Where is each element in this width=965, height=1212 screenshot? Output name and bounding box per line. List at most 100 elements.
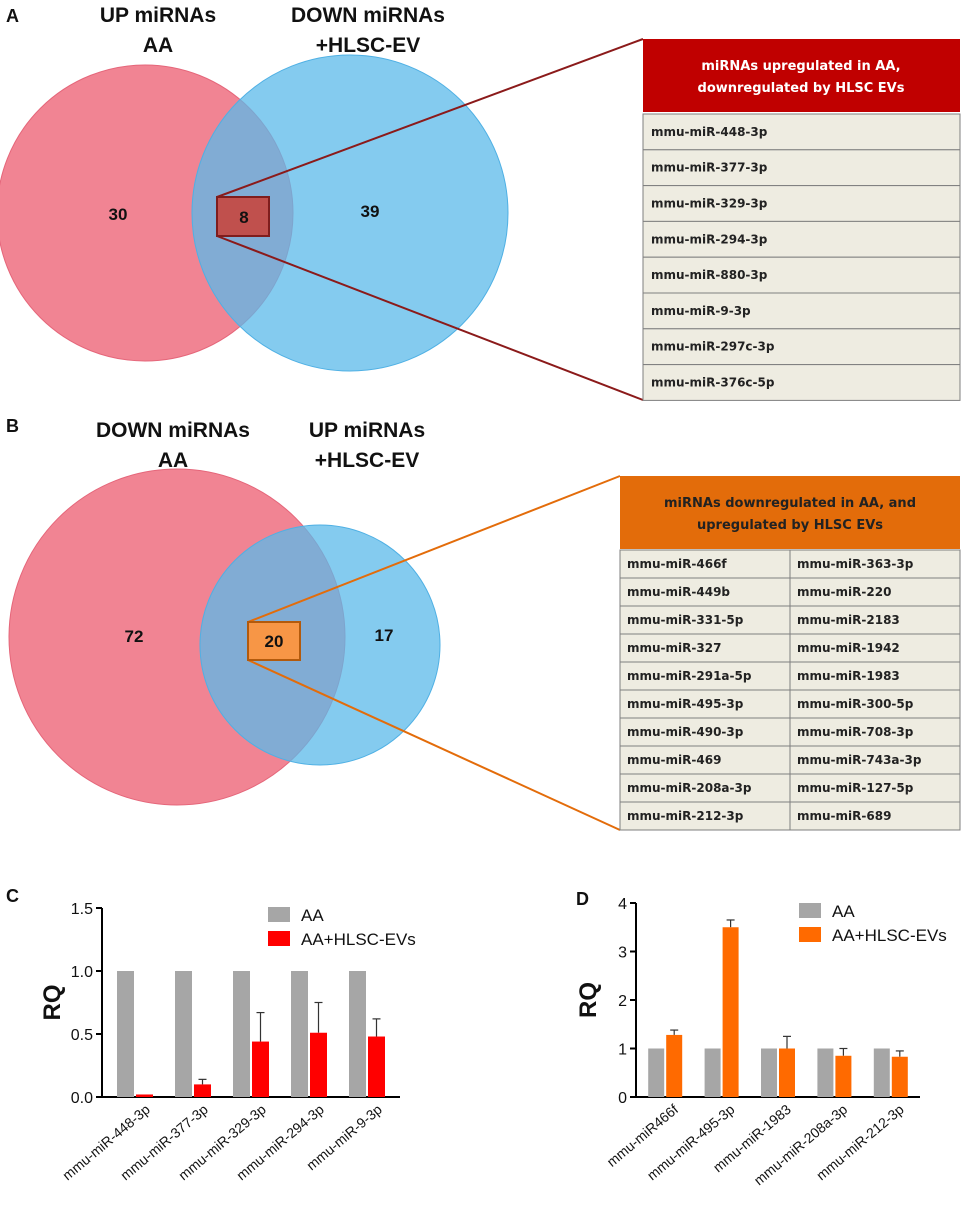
legend-swatch <box>799 927 821 942</box>
table-a-cell: mmu-miR-377-3p <box>651 161 768 175</box>
venn-a-right-circle <box>191 54 509 372</box>
table-a-row <box>642 185 961 222</box>
table-a-body: mmu-miR-448-3p mmu-miR-377-3p mmu-miR-329-… <box>642 113 961 401</box>
venn-a-overlap-box <box>216 196 270 237</box>
table-a-row <box>642 149 961 187</box>
venn-a-connector-bottom <box>216 235 644 401</box>
y-tick-label: 0.5 <box>71 1027 93 1044</box>
table-b-cell-right: mmu-miR-363-3p <box>797 557 914 571</box>
y-tick-label: 1.0 <box>71 964 93 981</box>
table-b-row-right <box>789 549 961 579</box>
bar <box>117 971 134 1097</box>
table-b-row-right <box>789 605 961 635</box>
table-a-title-2: downregulated by HLSC EVs <box>698 81 905 96</box>
table-b-row-left <box>619 661 791 691</box>
table-b-cell-right: mmu-miR-220 <box>797 585 891 599</box>
bar <box>252 1041 269 1097</box>
venn-b-right-title-2: +HLSC-EV <box>315 449 419 472</box>
legend-label: AA <box>301 906 324 925</box>
bar <box>835 1055 852 1097</box>
table-a-cell: mmu-miR-448-3p <box>651 125 768 139</box>
venn-a-left-count: 30 <box>109 205 128 224</box>
venn-a-left-title-2: AA <box>143 34 173 57</box>
table-a-cell: mmu-miR-297c-3p <box>651 340 775 354</box>
table-b-cell-right: mmu-miR-2183 <box>797 613 900 627</box>
table-b-cell-left: mmu-miR-495-3p <box>627 697 744 711</box>
table-b-row-right <box>789 689 961 719</box>
bar <box>666 1034 683 1097</box>
legend-label: AA+HLSC-EVs <box>301 930 416 949</box>
table-b-cell-left: mmu-miR-208a-3p <box>627 781 752 795</box>
venn-b-left-title-2: AA <box>158 449 188 472</box>
y-tick-label: 4 <box>618 896 627 913</box>
table-b-row-left <box>619 745 791 775</box>
bar <box>291 971 308 1097</box>
table-b-cell-left: mmu-miR-331-5p <box>627 613 744 627</box>
table-b-cell-right: mmu-miR-708-3p <box>797 725 914 739</box>
table-b-row-right <box>789 801 961 831</box>
table-b-cell-left: mmu-miR-449b <box>627 585 730 599</box>
table-b-row-left <box>619 633 791 663</box>
legend-swatch <box>799 903 821 918</box>
table-a-row <box>642 328 961 366</box>
chart-d: 01234RQmmu-miR466fmmu-miR-495-3pmmu-miR-… <box>575 896 947 1188</box>
y-tick-label: 0.0 <box>71 1090 93 1107</box>
bar <box>175 971 192 1097</box>
table-a-header <box>643 39 960 112</box>
table-b-row-left <box>619 577 791 607</box>
y-tick-label: 1.5 <box>71 901 93 918</box>
table-b-cell-left: mmu-miR-469 <box>627 753 721 767</box>
bar <box>233 971 250 1097</box>
bar <box>349 971 366 1097</box>
table-b-cell-left: mmu-miR-291a-5p <box>627 669 752 683</box>
table-b-row-right <box>789 717 961 747</box>
legend-label: AA <box>832 902 855 921</box>
x-tick-label: mmu-miR-208a-3p <box>751 1101 851 1188</box>
venn-a-right-count: 39 <box>361 202 380 221</box>
y-tick-label: 3 <box>618 945 627 962</box>
panel-label-c: C <box>6 886 19 906</box>
bar <box>136 1094 153 1097</box>
venn-b-overlap-count: 20 <box>265 632 284 651</box>
table-b-title-1: miRNAs downregulated in AA, and <box>664 496 916 511</box>
bar <box>722 927 739 1097</box>
venn-b-right-circle <box>199 524 441 766</box>
legend-swatch <box>268 907 290 922</box>
table-b-cell-left: mmu-miR-212-3p <box>627 809 744 823</box>
venn-a-overlap-count: 8 <box>239 208 248 227</box>
venn-a-right-title-2: +HLSC-EV <box>316 34 420 57</box>
legend-label: AA+HLSC-EVs <box>832 926 947 945</box>
table-b-row-right <box>789 661 961 691</box>
table-b-cell-right: mmu-miR-743a-3p <box>797 753 922 767</box>
table-b-cell-right: mmu-miR-1942 <box>797 641 900 655</box>
table-a-cell: mmu-miR-376c-5p <box>651 376 775 390</box>
y-axis-label: RQ <box>39 985 66 1021</box>
table-b-row-left <box>619 605 791 635</box>
table-b-cell-right: mmu-miR-300-5p <box>797 697 914 711</box>
panel-label-a: A <box>6 6 19 26</box>
table-a-cell: mmu-miR-880-3p <box>651 268 768 282</box>
chart-c: 0.00.51.01.5RQmmu-miR-448-3pmmu-miR-377-… <box>39 901 416 1183</box>
table-a-row <box>642 220 961 258</box>
table-b-body: mmu-miR-466f mmu-miR-363-3p mmu-miR-449b mm… <box>619 549 961 831</box>
y-tick-label: 2 <box>618 993 627 1010</box>
table-b-row-left <box>619 773 791 803</box>
table-a-row <box>642 364 961 401</box>
table-b-title-2: upregulated by HLSC EVs <box>697 518 883 533</box>
table-b-cell-left: mmu-miR-466f <box>627 557 727 571</box>
bar <box>194 1084 211 1097</box>
venn-b-right-count: 17 <box>375 626 394 645</box>
y-tick-label: 0 <box>618 1090 627 1107</box>
venn-b-right-title-1: UP miRNAs <box>309 419 425 442</box>
table-b-cell-left: mmu-miR-490-3p <box>627 725 744 739</box>
venn-b-left-title-1: DOWN miRNAs <box>96 419 250 442</box>
table-a-cell: mmu-miR-294-3p <box>651 232 768 246</box>
table-b-cell-right: mmu-miR-689 <box>797 809 891 823</box>
venn-a-left-title-1: UP miRNAs <box>100 4 216 27</box>
venn-b-connector-bottom <box>247 659 621 831</box>
table-b-row-right <box>789 633 961 663</box>
venn-b-left-count: 72 <box>125 627 144 646</box>
venn-a-right-title-1: DOWN miRNAs <box>291 4 445 27</box>
table-b-header <box>620 476 960 549</box>
